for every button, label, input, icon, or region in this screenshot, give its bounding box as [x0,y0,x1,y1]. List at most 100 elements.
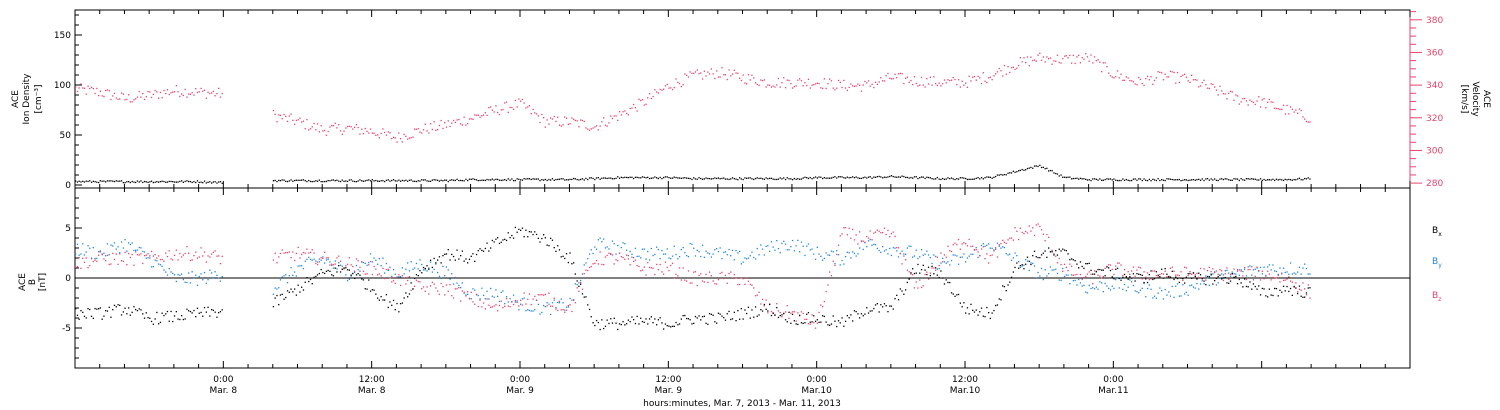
velocity-point [1078,54,1080,56]
by-point [1307,273,1309,275]
bx-point [859,317,861,319]
density-point [451,179,453,181]
bz-point [1122,274,1124,277]
density-point [128,181,130,183]
bz-point [587,269,589,272]
bz-point [399,284,402,287]
density-point [133,181,135,183]
bz-point [867,237,870,239]
bx-point [481,249,483,252]
by-point [883,250,886,252]
density-point [334,180,336,182]
velocity-point [1132,81,1135,83]
bx-point [751,309,753,311]
by-point [290,266,292,269]
velocity-point [472,118,474,120]
bz-point [318,261,320,263]
velocity-point [435,129,437,131]
bx-point [938,276,940,279]
density-point [640,177,642,179]
velocity-point [394,137,396,139]
velocity-point [1023,57,1025,59]
by-point [786,249,788,251]
density-point [708,177,711,180]
bz-point [1298,288,1301,290]
bx-point [1079,261,1082,263]
x-tick-time-label: 12:00 [655,375,681,385]
by-point [1132,284,1135,287]
velocity-point [516,106,518,108]
velocity-point [650,97,652,100]
velocity-point [648,93,651,95]
bx-point [389,301,391,303]
density-point [731,177,734,179]
velocity-point [687,76,690,78]
bz-point [202,255,204,257]
velocity-point [320,125,322,127]
density-point [1210,178,1212,180]
velocity-point [124,99,126,101]
density-point [728,178,730,181]
bx-point [101,318,103,320]
bx-point [1003,286,1006,288]
by-point [1214,271,1216,273]
bx-point [587,304,589,306]
velocity-point [444,122,446,124]
velocity-point [105,89,107,92]
density-point [583,179,585,181]
density-point [629,176,631,178]
velocity-point [675,78,677,80]
density-point [1196,179,1198,181]
bx-point [901,290,903,292]
bx-point [1267,296,1269,298]
bx-point [710,313,712,315]
velocity-point [1122,79,1124,81]
bz-point [505,298,508,300]
bx-point [779,315,781,317]
density-point [1093,178,1096,180]
velocity-point [843,79,845,82]
velocity-point [638,98,640,100]
bz-point [581,288,584,290]
bx-point [1065,250,1067,252]
velocity-point [855,85,857,87]
by-point [119,252,121,254]
bz-point [1074,274,1076,276]
velocity-point [836,87,838,89]
bz-point [172,259,174,261]
bx-point [525,229,527,231]
velocity-point [980,82,983,85]
bx-point [419,270,421,272]
velocity-point [195,88,197,90]
bz-point [947,245,949,247]
by-point [518,309,520,311]
by-point [1088,284,1090,286]
density-point [765,177,767,179]
bx-point [1272,294,1274,297]
velocity-point [403,133,405,136]
density-point [668,177,670,179]
bx-point [1002,285,1004,287]
bz-point [827,284,829,286]
bz-point [371,273,373,276]
bx-point [645,318,647,320]
velocity-point [414,128,416,130]
by-point [1127,286,1129,288]
velocity-point [906,76,908,78]
bz-point [882,232,884,234]
bz-point [1169,267,1172,269]
density-point [117,180,119,182]
by-point [523,297,525,299]
bx-point [1189,272,1191,275]
velocity-point [98,94,100,97]
velocity-point [1224,93,1226,95]
velocity-point [592,127,594,129]
density-point [694,178,697,180]
bz-point [991,254,993,256]
x-tick-date-label: Mar.10 [801,386,832,396]
by-point [1171,285,1173,288]
by-point [120,241,123,243]
velocity-point [1155,77,1157,79]
density-point [633,177,635,180]
bz-point [892,231,894,233]
